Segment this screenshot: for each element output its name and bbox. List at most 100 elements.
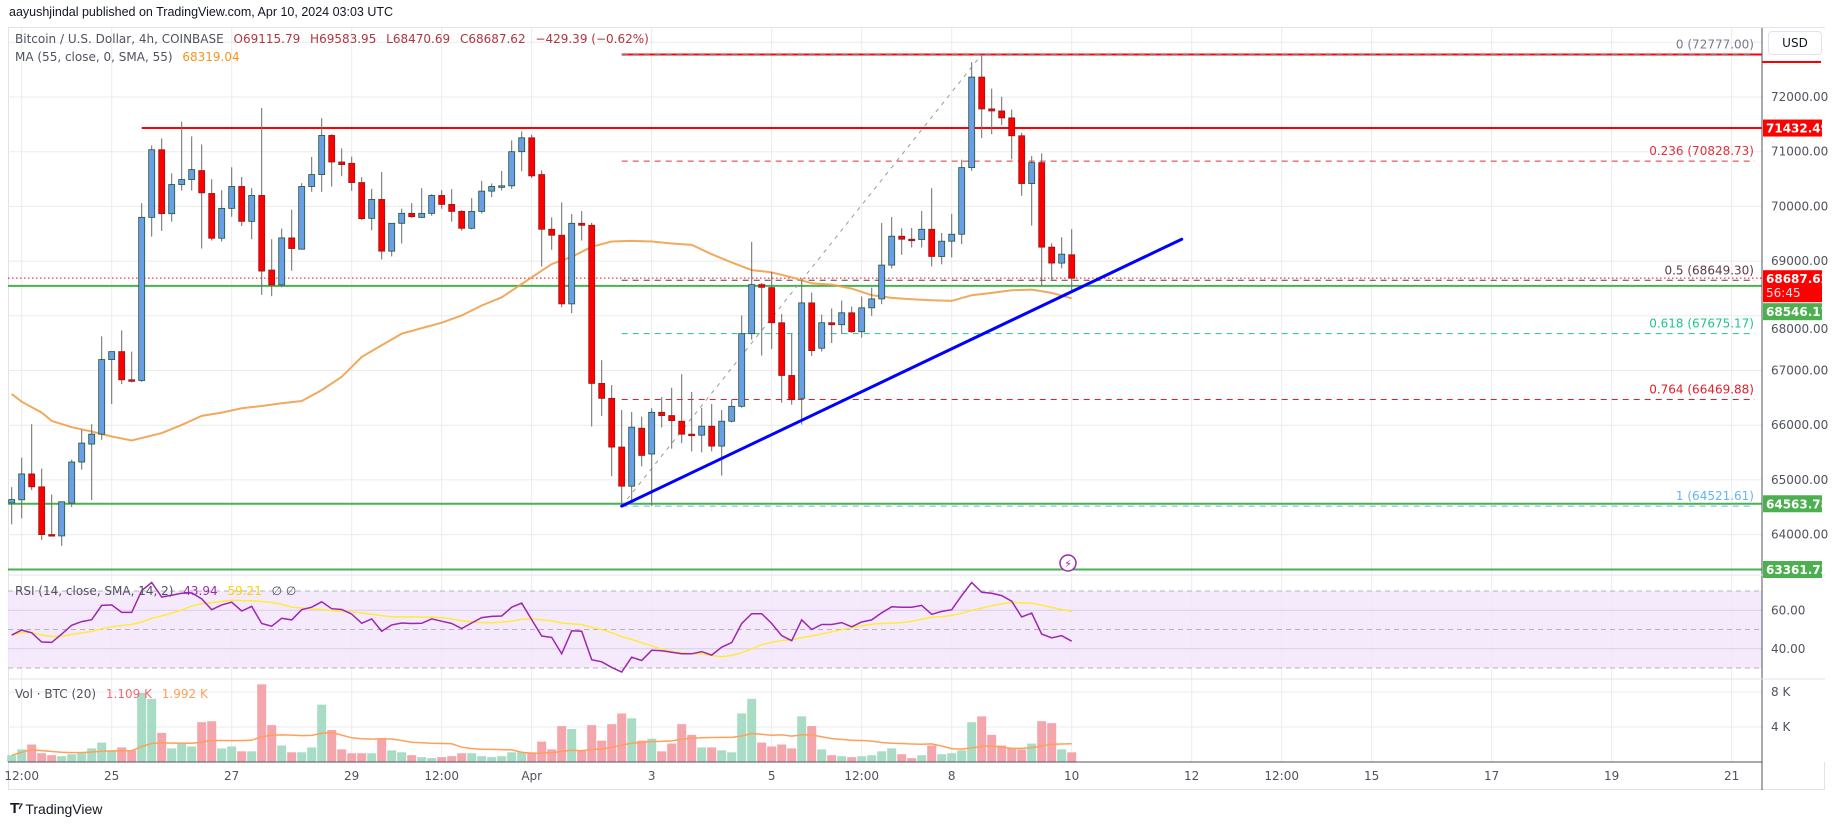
symbol-legend[interactable]: Bitcoin / U.S. Dollar, 4h, COINBASE O691… — [15, 32, 655, 46]
candle[interactable] — [968, 62, 976, 171]
candle[interactable] — [708, 403, 716, 452]
candle[interactable] — [528, 134, 536, 178]
candle[interactable] — [858, 296, 866, 338]
candle[interactable] — [138, 203, 146, 382]
ma-legend[interactable]: MA (55, close, 0, SMA, 55) 68319.04 — [15, 50, 246, 64]
candle[interactable] — [778, 313, 786, 403]
candle[interactable] — [788, 333, 796, 405]
candle[interactable] — [88, 424, 96, 501]
candle[interactable] — [688, 392, 696, 452]
candle[interactable] — [438, 190, 446, 209]
volume-legend[interactable]: Vol · BTC (20) 1.109 K 1.992 K — [15, 687, 214, 701]
candle[interactable] — [538, 170, 546, 267]
candle[interactable] — [568, 214, 576, 314]
candle[interactable] — [318, 118, 326, 192]
candle[interactable] — [518, 131, 526, 172]
candle[interactable] — [668, 387, 676, 449]
candle[interactable] — [308, 157, 316, 192]
candle[interactable] — [808, 292, 816, 356]
candle[interactable] — [818, 314, 826, 352]
candle[interactable] — [268, 239, 276, 297]
candle[interactable] — [548, 217, 556, 250]
candle[interactable] — [228, 167, 236, 217]
candle[interactable] — [388, 222, 396, 257]
candle[interactable] — [508, 140, 516, 189]
candle[interactable] — [498, 170, 506, 191]
candle[interactable] — [578, 211, 586, 241]
candle[interactable] — [978, 54, 986, 139]
candle[interactable] — [378, 171, 386, 260]
candle[interactable] — [358, 177, 366, 221]
candle[interactable] — [118, 330, 126, 385]
candle[interactable] — [798, 279, 806, 425]
candle[interactable] — [638, 416, 646, 467]
rsi-legend[interactable]: RSI (14, close, SMA, 14, 2) 43.94 59.21 … — [15, 584, 302, 598]
candle[interactable] — [78, 429, 86, 470]
candle[interactable] — [188, 136, 196, 191]
candle[interactable] — [328, 134, 336, 187]
candle[interactable] — [998, 96, 1006, 126]
candle[interactable] — [38, 468, 46, 540]
candle[interactable] — [738, 315, 746, 408]
candle[interactable] — [28, 424, 36, 491]
candle[interactable] — [768, 272, 776, 349]
candle[interactable] — [898, 228, 906, 255]
event-marker[interactable]: ⚡ — [1059, 554, 1077, 572]
candle[interactable] — [1048, 243, 1056, 281]
candle[interactable] — [58, 501, 66, 546]
candle[interactable] — [938, 232, 946, 265]
candle[interactable] — [18, 457, 26, 519]
candle[interactable] — [298, 183, 306, 250]
candle[interactable] — [248, 188, 256, 240]
candle[interactable] — [128, 351, 136, 383]
candle[interactable] — [628, 411, 636, 502]
candle[interactable] — [1008, 109, 1016, 160]
candle[interactable] — [1068, 229, 1076, 291]
candle[interactable] — [598, 360, 606, 416]
candle[interactable] — [468, 198, 476, 230]
candle[interactable] — [878, 222, 886, 305]
candle[interactable] — [728, 399, 736, 423]
candle[interactable] — [648, 408, 656, 507]
candle[interactable] — [608, 385, 616, 477]
candle[interactable] — [908, 227, 916, 248]
candle[interactable] — [698, 407, 706, 453]
candle[interactable] — [478, 180, 486, 214]
candle[interactable] — [98, 336, 106, 440]
candle[interactable] — [488, 183, 496, 198]
candle[interactable] — [658, 397, 666, 428]
candle[interactable] — [398, 208, 406, 244]
candle[interactable] — [238, 176, 246, 226]
lightning-icon[interactable] — [1059, 554, 1077, 572]
candle[interactable] — [108, 351, 116, 404]
candle[interactable] — [428, 194, 436, 216]
candle[interactable] — [868, 287, 876, 316]
candle[interactable] — [288, 209, 296, 271]
candle[interactable] — [348, 156, 356, 191]
candle[interactable] — [158, 138, 166, 231]
candle[interactable] — [588, 222, 596, 427]
candle[interactable] — [718, 409, 726, 476]
candle[interactable] — [848, 306, 856, 333]
candle[interactable] — [48, 494, 56, 537]
candle[interactable] — [1038, 153, 1046, 286]
candle[interactable] — [988, 88, 996, 135]
trendline[interactable] — [620, 237, 1184, 508]
candle[interactable] — [958, 159, 966, 245]
candle[interactable] — [208, 179, 216, 241]
candle[interactable] — [68, 459, 76, 508]
candle[interactable] — [828, 308, 836, 343]
candle[interactable] — [448, 189, 456, 222]
candle[interactable] — [278, 228, 286, 288]
candle[interactable] — [1018, 132, 1026, 196]
candle[interactable] — [1058, 237, 1066, 269]
candle[interactable] — [418, 188, 426, 218]
candle[interactable] — [218, 190, 226, 242]
tradingview-logo[interactable]: T⁷ TradingView — [10, 800, 102, 817]
candle[interactable] — [368, 188, 376, 231]
candle[interactable] — [928, 188, 936, 267]
candle[interactable] — [168, 173, 176, 222]
candle[interactable] — [8, 487, 16, 525]
candle[interactable] — [198, 144, 206, 249]
candle[interactable] — [178, 121, 186, 191]
